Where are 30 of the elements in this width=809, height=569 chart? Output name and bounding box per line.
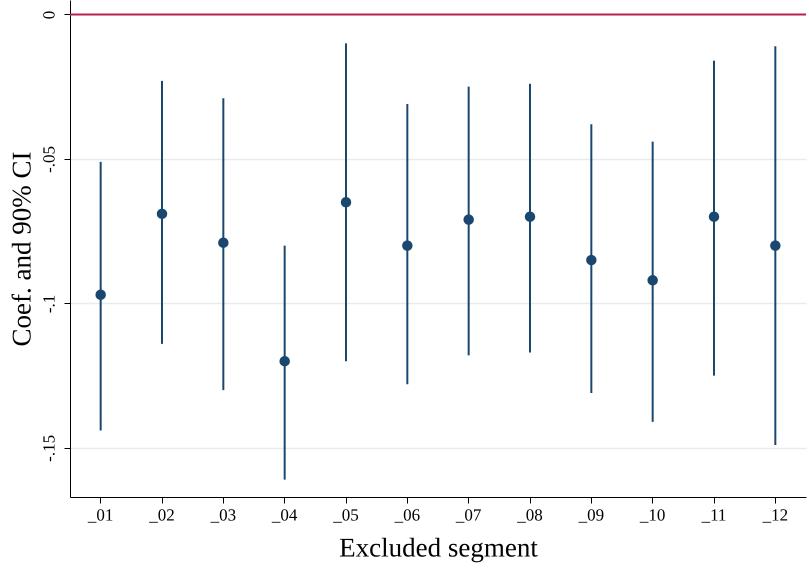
x-tick-label: _02 <box>148 506 175 524</box>
y-tick-label: -.1 <box>40 294 58 314</box>
point <box>524 211 536 222</box>
x-tick-label: _10 <box>638 506 666 524</box>
x-tick-label: _08 <box>516 506 543 524</box>
point <box>95 290 106 300</box>
x-tick-label: _03 <box>210 506 236 524</box>
x-axis-title: Excluded segment <box>339 532 538 562</box>
x-tick-label: _05 <box>332 506 359 524</box>
point <box>279 356 290 366</box>
x-tick-label: _01 <box>86 506 114 524</box>
point <box>647 275 658 286</box>
x-tick-label: _04 <box>270 506 298 524</box>
point <box>156 208 168 220</box>
x-tick-label: _09 <box>578 506 604 524</box>
point <box>586 254 597 266</box>
x-tick-label: _11 <box>700 506 726 524</box>
point <box>340 197 352 208</box>
point <box>463 214 474 225</box>
point <box>708 211 720 222</box>
x-tick-label: _06 <box>394 506 420 524</box>
y-tick-label: 0 <box>40 10 58 20</box>
y-tick-label: -.05 <box>40 146 58 173</box>
point <box>770 240 781 251</box>
x-tick-label: _12 <box>762 506 788 524</box>
y-axis-title: Coef. and 90% CI <box>6 152 36 346</box>
x-tick-label: _07 <box>454 506 482 524</box>
y-tick-label: -.15 <box>40 434 58 462</box>
point <box>402 240 413 251</box>
point <box>218 237 229 248</box>
